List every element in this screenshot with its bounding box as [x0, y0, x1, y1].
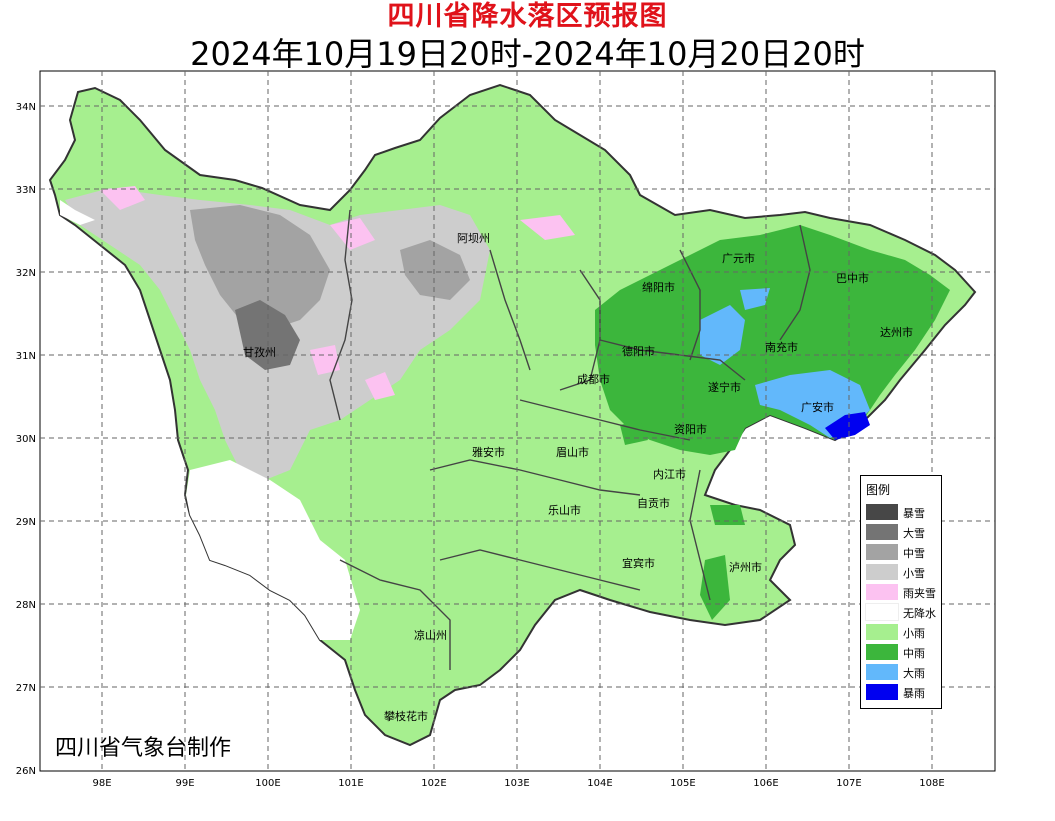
moderate-rain-patch	[710, 505, 745, 525]
no-precip-zone	[186, 460, 360, 640]
region-label: 宜宾市	[622, 556, 655, 570]
region-label: 广安市	[801, 400, 834, 414]
region-label: 甘孜州	[243, 345, 276, 359]
lat-axis: 34N 33N 32N 31N 30N 29N 28N 27N 26N	[16, 102, 36, 777]
snow-zone-heavy-2	[400, 240, 470, 300]
region-label: 遂宁市	[708, 380, 741, 394]
legend-label: 暴雨	[903, 687, 925, 700]
grid-lines	[40, 71, 995, 771]
legend-swatch	[866, 664, 898, 680]
lon-tick-label: 108E	[919, 778, 944, 789]
lon-tick-label: 106E	[753, 778, 778, 789]
prefecture-boundaries	[329, 209, 811, 670]
legend-item: 大雪	[866, 524, 941, 540]
forecast-period: 2024年10月19日20时-2024年10月20日20时	[190, 35, 865, 73]
lon-tick-label: 107E	[836, 778, 861, 789]
lon-tick-label: 102E	[421, 778, 446, 789]
legend-item: 暴雨	[866, 684, 941, 700]
map-title: 四川省降水落区预报图	[387, 1, 668, 32]
lat-tick-label: 30N	[16, 434, 36, 445]
no-precip-zone-north	[60, 200, 95, 225]
heavy-rain-zone	[740, 288, 770, 310]
region-label: 雅安市	[472, 445, 505, 459]
rainstorm-zone	[825, 412, 870, 440]
lon-tick-label: 98E	[92, 778, 111, 789]
region-label: 巴中市	[836, 271, 869, 285]
legend-item: 中雪	[866, 544, 941, 560]
legend-swatch	[865, 603, 899, 621]
sleet-patch	[100, 186, 145, 210]
region-label: 乐山市	[548, 503, 581, 517]
region-label: 德阳市	[622, 344, 655, 358]
credit-text: 四川省气象台制作	[55, 736, 232, 761]
legend-swatch	[866, 644, 898, 660]
lat-tick-label: 28N	[16, 600, 36, 611]
lon-tick-label: 103E	[504, 778, 529, 789]
sleet-patch	[365, 372, 395, 400]
lat-tick-label: 29N	[16, 517, 36, 528]
legend-label: 大雪	[903, 527, 925, 540]
lat-tick-label: 31N	[16, 351, 36, 362]
legend-item: 暴雪	[866, 504, 941, 520]
legend-label: 小雨	[903, 627, 925, 640]
lat-tick-label: 26N	[16, 766, 36, 777]
legend-swatch	[866, 564, 898, 580]
lat-tick-label: 33N	[16, 185, 36, 196]
sleet-patch	[330, 218, 375, 250]
lon-tick-label: 100E	[255, 778, 280, 789]
lon-tick-label: 104E	[587, 778, 612, 789]
legend: 图例 暴雪 大雪 中雪 小雪 雨夹雪 无降水 小雨 中雨 大雨 暴雨	[860, 475, 942, 709]
sleet-patch	[310, 345, 340, 375]
legend-swatch	[866, 524, 898, 540]
legend-label: 中雪	[903, 547, 925, 560]
region-label: 内江市	[653, 467, 686, 481]
lon-tick-label: 101E	[338, 778, 363, 789]
region-label: 泸州市	[729, 560, 762, 574]
legend-item: 小雪	[866, 564, 941, 580]
region-label: 自贡市	[637, 496, 670, 510]
legend-label: 大雨	[903, 667, 925, 680]
legend-swatch	[866, 584, 898, 600]
legend-item: 小雨	[866, 624, 941, 640]
region-label: 成都市	[577, 372, 610, 386]
legend-label: 暴雪	[903, 507, 925, 520]
legend-label: 小雪	[903, 567, 925, 580]
lon-tick-label: 105E	[670, 778, 695, 789]
lat-tick-label: 32N	[16, 268, 36, 279]
heavy-rain-zone	[700, 305, 745, 365]
region-label: 攀枝花市	[384, 709, 428, 723]
region-label: 南充市	[765, 340, 798, 354]
legend-item: 中雨	[866, 644, 941, 660]
legend-title: 图例	[866, 483, 891, 497]
region-label: 广元市	[722, 251, 755, 265]
region-label: 凉山州	[414, 628, 447, 642]
legend-swatch	[866, 544, 898, 560]
legend-label: 无降水	[903, 607, 936, 620]
legend-swatch	[866, 624, 898, 640]
region-label: 达州市	[880, 325, 913, 339]
region-label: 绵阳市	[642, 280, 675, 294]
legend-item: 大雨	[866, 664, 941, 680]
lat-tick-label: 34N	[16, 102, 36, 113]
lat-tick-label: 27N	[16, 683, 36, 694]
lon-tick-label: 99E	[175, 778, 194, 789]
legend-item: 雨夹雪	[866, 584, 941, 600]
legend-swatch	[866, 684, 898, 700]
legend-swatch	[866, 504, 898, 520]
legend-label: 中雨	[903, 647, 925, 660]
lon-axis: 98E 99E 100E 101E 102E 103E 104E 105E 10…	[92, 778, 944, 789]
snow-zone-medium	[190, 205, 330, 330]
region-labels: 阿坝州 甘孜州 绵阳市 广元市 巴中市 达州市 德阳市 南充市 成都市 遂宁市 …	[243, 231, 913, 723]
legend-label: 雨夹雪	[903, 587, 936, 600]
region-label: 资阳市	[674, 422, 707, 436]
legend-item: 无降水	[865, 603, 941, 621]
region-label: 阿坝州	[457, 231, 490, 245]
sleet-patch	[520, 215, 575, 240]
region-label: 眉山市	[556, 445, 589, 459]
